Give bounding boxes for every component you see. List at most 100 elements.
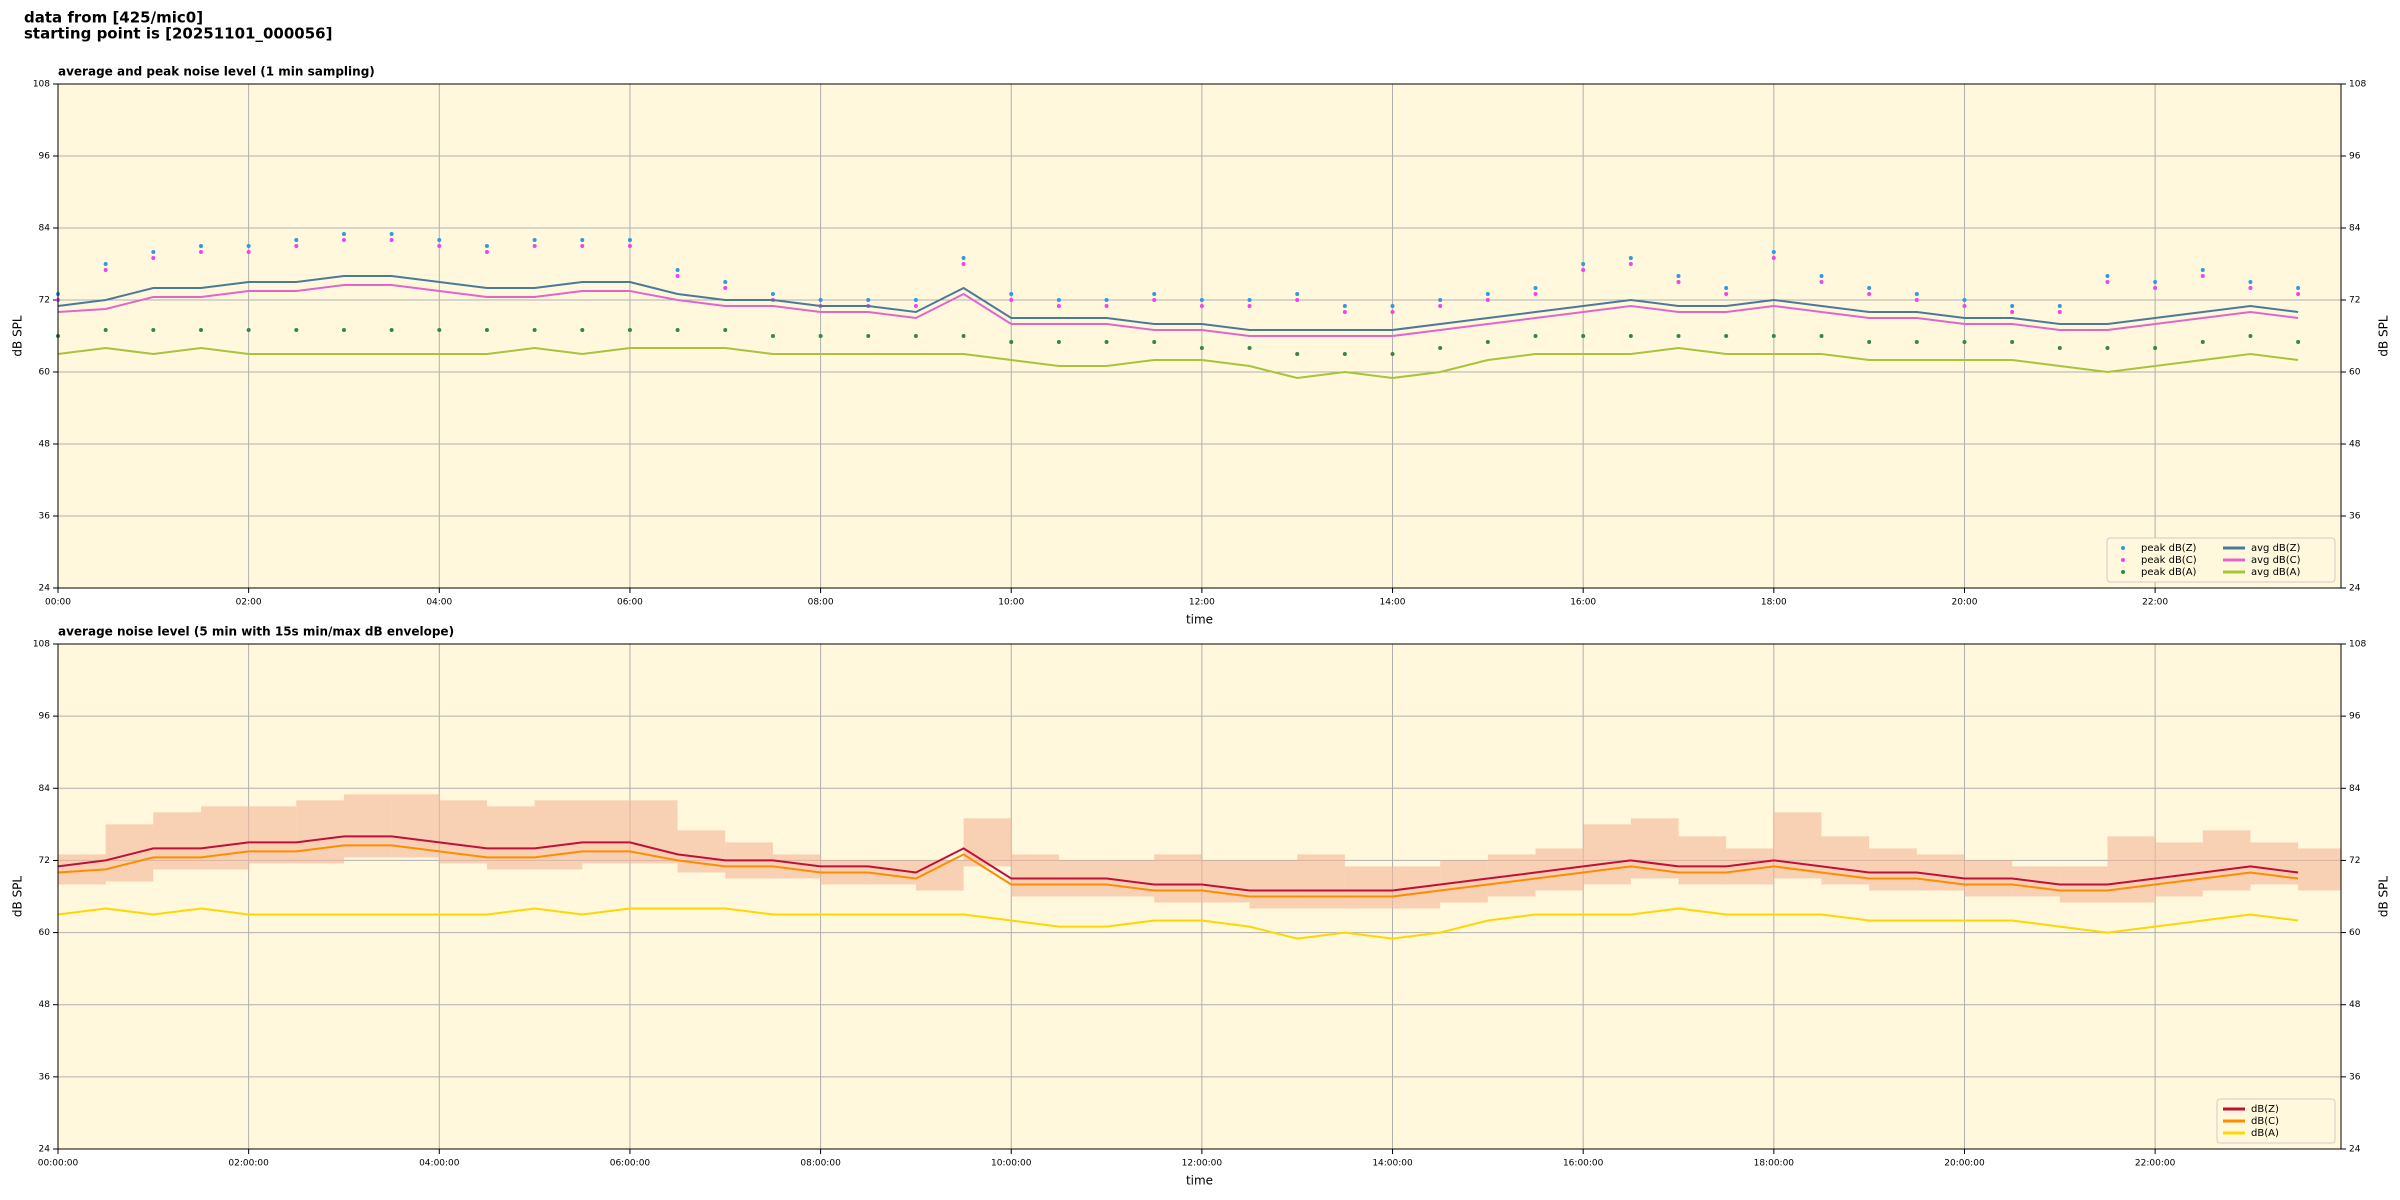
peak-point: [2010, 310, 2015, 314]
x-tick-label: 20:00: [1952, 598, 1978, 608]
peak-point: [484, 250, 489, 254]
peak-point: [1533, 334, 1538, 338]
peak-point: [675, 274, 680, 278]
peak-point: [1009, 292, 1014, 296]
peak-point: [246, 328, 251, 332]
y-tick-label: 84: [2349, 224, 2361, 234]
y-tick-label: 48: [39, 440, 51, 450]
peak-point: [2200, 274, 2205, 278]
peak-point: [1819, 334, 1824, 338]
peak-point: [1390, 304, 1395, 308]
peak-point: [1295, 352, 1300, 356]
series-line: [57, 346, 2299, 380]
peak-point: [1724, 292, 1729, 296]
y-tick-label: 108: [2349, 80, 2366, 90]
envelope-band: [200, 806, 249, 870]
x-tick-label: 02:00:00: [228, 1159, 269, 1169]
page-subtitle: starting point is [20251101_000056]: [24, 25, 332, 43]
peak-point: [1152, 340, 1157, 344]
peak-point: [2010, 304, 2015, 308]
peak-point: [1247, 304, 1252, 308]
peak-point: [1724, 286, 1729, 290]
peak-point: [1914, 292, 1919, 296]
peak-point: [2248, 286, 2253, 290]
x-tick-label: 16:00: [1570, 598, 1596, 608]
peak-point: [1199, 304, 1204, 308]
legend-label: dB(Z): [2251, 1104, 2279, 1115]
peak-point: [2010, 340, 2015, 344]
peak-point: [1962, 340, 1967, 344]
peak-point: [2153, 286, 2158, 290]
envelope-band: [2298, 848, 2341, 891]
peak-point: [2153, 346, 2158, 350]
peak-point: [389, 232, 394, 236]
peak-point: [1819, 280, 1824, 284]
peak-point: [1390, 352, 1395, 356]
x-tick-label: 20:00:00: [1944, 1159, 1985, 1169]
peak-point: [961, 262, 966, 266]
x-tick-label: 18:00:00: [1754, 1159, 1795, 1169]
peak-point: [437, 244, 442, 248]
peak-point: [866, 334, 871, 338]
peak-point: [818, 334, 823, 338]
envelope-band: [105, 824, 154, 882]
peak-point: [2105, 346, 2110, 350]
envelope-band: [296, 800, 344, 864]
peak-point: [294, 244, 299, 248]
peak-point: [2105, 274, 2110, 278]
peak-point: [1104, 340, 1109, 344]
y-tick-label: 108: [33, 640, 50, 650]
x-tick-label: 06:00:00: [610, 1159, 651, 1169]
peak-point: [532, 244, 537, 248]
peak-point: [341, 232, 346, 236]
envelope-band: [534, 800, 583, 870]
y-tick-label: 36: [39, 1072, 51, 1082]
envelope-band: [1249, 860, 1298, 909]
peak-point: [1485, 292, 1490, 296]
peak-point: [2200, 340, 2205, 344]
peak-point: [1390, 310, 1395, 314]
series-line: [57, 275, 2299, 331]
y-tick-label: 48: [2349, 440, 2361, 450]
peak-point: [1724, 334, 1729, 338]
y-tick-label: 60: [39, 368, 51, 378]
y-axis-label: dB SPL: [11, 876, 25, 918]
peak-point: [2200, 268, 2205, 272]
y-tick-label: 72: [39, 856, 50, 866]
peak-point: [1628, 334, 1633, 338]
peak-point: [723, 328, 728, 332]
y-tick-label: 84: [39, 224, 51, 234]
peak-point: [198, 250, 203, 254]
peak-point: [1009, 298, 1014, 302]
peak-point: [341, 328, 346, 332]
legend-label: peak dB(C): [2141, 555, 2197, 566]
y-tick-label: 96: [39, 712, 51, 722]
peak-point: [1867, 292, 1872, 296]
peak-point: [1914, 298, 1919, 302]
x-tick-label: 04:00: [426, 598, 452, 608]
peak-point: [1628, 256, 1633, 260]
legend-label: dB(A): [2251, 1128, 2279, 1139]
y-tick-label: 48: [2349, 1000, 2361, 1010]
peak-point: [2296, 286, 2301, 290]
y-axis-label: dB SPL: [11, 315, 25, 357]
y-tick-label: 84: [2349, 784, 2361, 794]
peak-point: [1485, 298, 1490, 302]
peak-point: [1438, 346, 1443, 350]
peak-point: [246, 250, 251, 254]
peak-point: [1342, 304, 1347, 308]
x-tick-label: 00:00: [45, 598, 71, 608]
peak-point: [770, 292, 775, 296]
envelope-band: [2155, 842, 2203, 897]
peak-point: [1962, 298, 1967, 302]
peak-point: [1152, 298, 1157, 302]
y-tick-label: 72: [2349, 296, 2360, 306]
peak-point: [198, 328, 203, 332]
y-axis-label: dB SPL: [2377, 876, 2391, 918]
y-tick-label: 36: [2349, 512, 2361, 522]
peak-point: [151, 256, 156, 260]
subplot-title: average and peak noise level (1 min samp…: [58, 65, 375, 79]
plot-frame: [57, 83, 2342, 589]
envelope-band: [582, 800, 630, 864]
